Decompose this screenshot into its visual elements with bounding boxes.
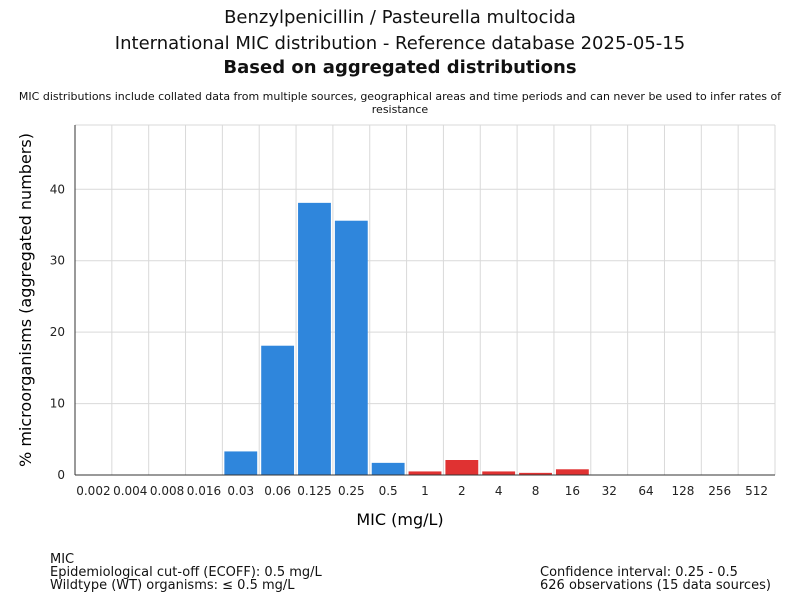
x-tick-label: 0.002 bbox=[76, 484, 110, 498]
x-tick-label: 256 bbox=[708, 484, 731, 498]
y-tick-label: 30 bbox=[50, 254, 65, 268]
x-tick-label: 0.03 bbox=[227, 484, 254, 498]
x-tick-label: 0.125 bbox=[297, 484, 331, 498]
x-tick-label: 16 bbox=[565, 484, 580, 498]
y-axis-label: % microorganisms (aggregated numbers) bbox=[16, 133, 35, 467]
x-axis-label: MIC (mg/L) bbox=[356, 510, 443, 529]
grid-lines bbox=[75, 124, 776, 475]
axes bbox=[74, 125, 775, 476]
x-tick-label: 0.25 bbox=[338, 484, 365, 498]
x-tick-label: 0.008 bbox=[150, 484, 184, 498]
x-tick-label: 4 bbox=[495, 484, 503, 498]
bar-1 bbox=[408, 471, 442, 475]
footer-confidence-interval: Confidence interval: 0.25 - 0.5 bbox=[540, 565, 738, 580]
bar-0.5 bbox=[371, 462, 405, 475]
x-tick-label: 1 bbox=[421, 484, 429, 498]
footer-right: Confidence interval: 0.25 - 0.5 626 obse… bbox=[540, 566, 771, 592]
chart-subtitle: International MIC distribution - Referen… bbox=[114, 33, 686, 54]
chart-title: Benzylpenicillin / Pasteurella multocida bbox=[224, 7, 576, 28]
bar-0.03 bbox=[224, 451, 258, 475]
y-tick-label: 10 bbox=[50, 397, 65, 411]
bar-0.125 bbox=[298, 202, 331, 475]
footer-wildtype: Wildtype (WT) organisms: ≤ 0.5 mg/L bbox=[50, 578, 295, 593]
y-tick-label: 20 bbox=[50, 325, 65, 339]
bar-2 bbox=[445, 460, 479, 475]
chart-subtitle-bold: Based on aggregated distributions bbox=[223, 57, 577, 78]
x-tick-label: 0.016 bbox=[187, 484, 221, 498]
bar-4 bbox=[482, 471, 516, 475]
x-tick-label: 512 bbox=[745, 484, 768, 498]
bars bbox=[224, 202, 589, 475]
footer-ecoff: Epidemiological cut-off (ECOFF): 0.5 mg/… bbox=[50, 565, 322, 580]
chart-note: MIC distributions include collated data … bbox=[18, 90, 782, 116]
y-tick-label: 0 bbox=[57, 468, 65, 482]
bar-0.25 bbox=[334, 220, 368, 475]
x-tick-label: 64 bbox=[638, 484, 653, 498]
x-tick-label: 32 bbox=[602, 484, 617, 498]
x-tick-label: 0.06 bbox=[264, 484, 291, 498]
bar-16 bbox=[555, 469, 589, 475]
x-tick-label: 128 bbox=[671, 484, 694, 498]
footer-left: MIC Epidemiological cut-off (ECOFF): 0.5… bbox=[50, 553, 322, 592]
y-tick-label: 40 bbox=[50, 182, 65, 196]
y-tick-labels: 0 10 20 30 40 bbox=[50, 182, 65, 482]
bar-8 bbox=[519, 472, 552, 475]
footer-mic-label: MIC bbox=[50, 552, 75, 567]
footer-observations: 626 observations (15 data sources) bbox=[540, 578, 771, 593]
x-tick-labels: 0.002 0.004 0.008 0.016 0.03 0.06 0.125 0.25 0.5… bbox=[76, 484, 768, 498]
x-tick-label: 0.004 bbox=[113, 484, 147, 498]
bar-0.06 bbox=[261, 345, 295, 475]
x-tick-label: 2 bbox=[458, 484, 466, 498]
x-tick-label: 0.5 bbox=[379, 484, 398, 498]
x-tick-label: 8 bbox=[532, 484, 540, 498]
